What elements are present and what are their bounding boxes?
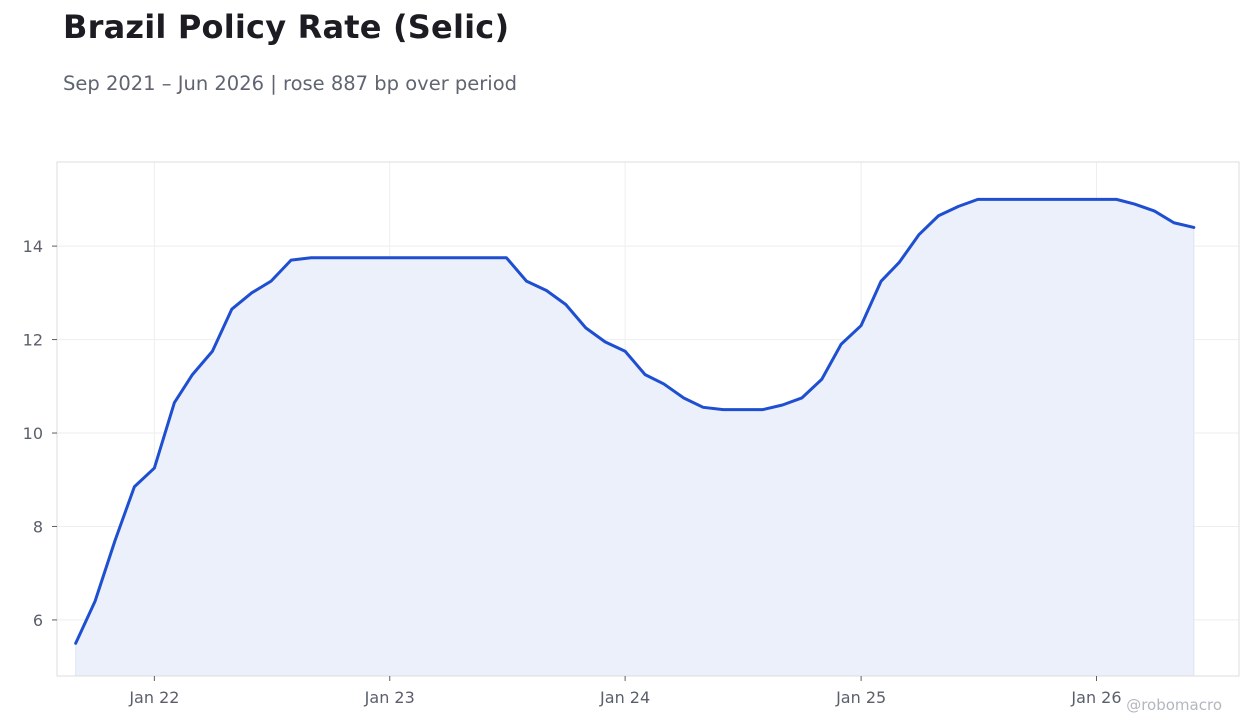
series-area-fill (75, 198, 1195, 677)
data-point-54 (1133, 202, 1137, 206)
watermark: @robomacro (1126, 696, 1222, 714)
data-point-23 (524, 279, 528, 283)
data-point-45 (956, 204, 960, 208)
data-point-14 (348, 256, 352, 260)
y-tick-label-4: 14 (23, 237, 43, 256)
data-point-44 (937, 214, 941, 218)
data-point-15 (368, 256, 372, 260)
data-point-5 (172, 401, 176, 405)
data-point-38 (820, 377, 824, 381)
data-point-21 (485, 256, 489, 260)
data-point-52 (1094, 197, 1098, 201)
x-tick-label-4: Jan 26 (1070, 688, 1121, 707)
data-point-48 (1016, 197, 1020, 201)
data-point-26 (584, 326, 588, 330)
data-point-13 (328, 256, 332, 260)
data-point-50 (1055, 197, 1059, 201)
data-point-51 (1074, 197, 1078, 201)
data-point-10 (269, 279, 273, 283)
data-point-25 (564, 303, 568, 307)
x-tick-label-0: Jan 22 (128, 688, 179, 707)
axes: 6 8 10 12 14 Jan 22 Jan 23 Jan 24 Jan 25 Jan 26 (23, 237, 1122, 707)
data-point-41 (879, 279, 883, 283)
data-point-53 (1114, 197, 1118, 201)
x-tick-label-3: Jan 25 (835, 688, 886, 707)
data-point-22 (504, 256, 508, 260)
data-point-20 (465, 256, 469, 260)
data-point-28 (623, 349, 627, 353)
data-point-36 (780, 403, 784, 407)
data-point-19 (446, 256, 450, 260)
data-point-43 (917, 232, 921, 236)
data-point-18 (426, 256, 430, 260)
data-point-39 (839, 342, 843, 346)
plot-frame (56, 161, 1240, 677)
data-point-16 (388, 256, 392, 260)
data-point-33 (721, 408, 725, 412)
data-point-12 (309, 256, 313, 260)
data-point-17 (408, 256, 412, 260)
data-point-1 (93, 599, 97, 603)
data-point-6 (190, 373, 194, 377)
data-point-34 (740, 408, 744, 412)
y-tick-label-0: 6 (33, 611, 43, 630)
data-point-32 (701, 405, 705, 409)
data-point-24 (544, 289, 548, 293)
chart-title: Brazil Policy Rate (Selic) (63, 8, 510, 46)
data-point-3 (132, 485, 136, 489)
data-point-2 (113, 538, 117, 542)
data-point-49 (1035, 197, 1039, 201)
data-point-27 (603, 340, 607, 344)
data-point-0 (74, 641, 78, 645)
data-point-46 (976, 197, 980, 201)
data-point-31 (682, 396, 686, 400)
data-point-7 (210, 349, 214, 353)
data-point-47 (996, 197, 1000, 201)
x-tick-label-1: Jan 23 (364, 688, 415, 707)
data-point-9 (250, 291, 254, 295)
data-point-29 (643, 373, 647, 377)
data-point-11 (289, 258, 293, 262)
data-point-56 (1172, 221, 1176, 225)
data-point-42 (897, 260, 901, 264)
data-point-8 (230, 307, 234, 311)
data-point-55 (1153, 209, 1157, 213)
y-tick-label-3: 12 (23, 331, 43, 350)
data-point-35 (760, 408, 764, 412)
data-point-30 (662, 382, 666, 386)
chart-subtitle: Sep 2021 – Jun 2026 | rose 887 bp over p… (63, 72, 518, 95)
data-point-4 (152, 466, 156, 470)
data-point-40 (859, 324, 863, 328)
y-tick-label-2: 10 (23, 424, 43, 443)
x-tick-label-2: Jan 24 (599, 688, 650, 707)
data-point-37 (800, 396, 804, 400)
data-point-57 (1192, 225, 1196, 229)
series-line (74, 197, 1196, 645)
y-tick-label-1: 8 (33, 517, 43, 536)
